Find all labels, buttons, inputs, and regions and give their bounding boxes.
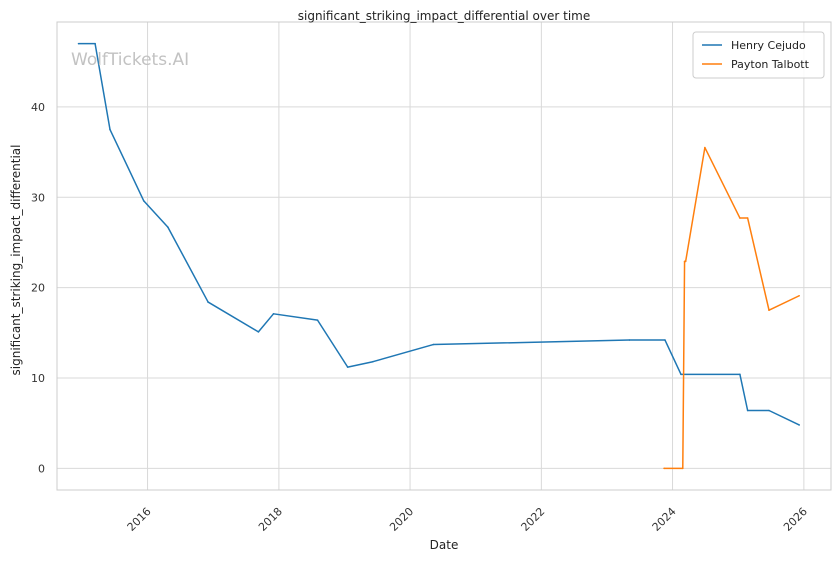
data-point xyxy=(109,128,111,131)
data-point xyxy=(272,313,275,315)
data-point xyxy=(704,146,706,149)
data-point xyxy=(681,467,684,470)
data-point xyxy=(684,260,687,263)
y-axis-ticks: 0 10 20 30 40 xyxy=(31,101,45,475)
legend-label: Payton Talbott xyxy=(731,58,810,71)
data-point xyxy=(739,373,741,376)
legend: Henry Cejudo Payton Talbott xyxy=(692,31,825,79)
chart-title: significant_striking_impact_differential… xyxy=(298,9,590,23)
series-layer xyxy=(77,42,800,470)
data-point xyxy=(746,217,749,219)
data-point xyxy=(768,309,770,312)
data-point xyxy=(346,366,349,368)
y-axis-label: significant_striking_impact_differential xyxy=(9,145,23,376)
data-point xyxy=(142,200,145,202)
data-point xyxy=(746,409,749,412)
data-point xyxy=(167,226,169,228)
data-point xyxy=(257,331,260,333)
data-point xyxy=(798,294,800,297)
x-axis-label: Date xyxy=(430,538,459,552)
data-point xyxy=(372,360,374,363)
data-point xyxy=(432,343,435,346)
plot-frame xyxy=(56,21,832,491)
y-tick-label: 30 xyxy=(31,191,45,204)
grid xyxy=(57,22,831,490)
data-point xyxy=(628,339,631,341)
data-point xyxy=(94,42,96,45)
legend-box xyxy=(692,31,825,79)
data-point xyxy=(77,42,80,45)
series-henry-cejudo xyxy=(77,42,800,426)
data-point xyxy=(680,373,682,376)
data-point xyxy=(663,467,665,470)
y-tick-label: 20 xyxy=(31,282,45,295)
legend-label: Henry Cejudo xyxy=(731,39,806,52)
data-point xyxy=(207,301,209,303)
series-payton-talbott xyxy=(663,146,800,470)
data-point xyxy=(316,319,319,321)
data-point xyxy=(768,409,770,412)
data-point xyxy=(798,424,800,426)
data-point xyxy=(664,339,666,341)
y-tick-label: 0 xyxy=(38,462,45,475)
watermark: WolfTickets.AI xyxy=(71,50,189,70)
y-tick-label: 10 xyxy=(31,372,45,385)
y-tick-label: 40 xyxy=(31,101,45,114)
data-point xyxy=(739,217,741,219)
